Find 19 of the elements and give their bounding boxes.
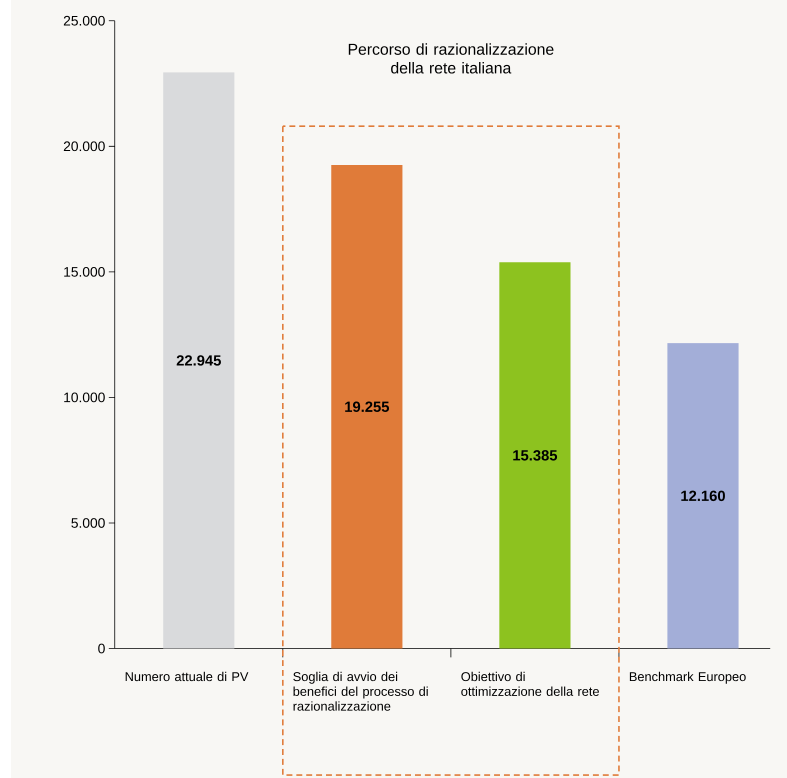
data-label: 12.160 (681, 490, 725, 502)
y-tick-label: 5.000 (71, 518, 105, 528)
y-tick-label: 15.000 (64, 266, 105, 277)
y-tick-label: 10.000 (64, 392, 105, 402)
bar (667, 343, 739, 649)
bar (331, 164, 402, 649)
x-tick-label: Soglia di avvio dei benefici del processo di razionalizzazione (293, 672, 428, 711)
x-tick-label: Numero attuale di PV (126, 672, 248, 682)
bar (163, 72, 234, 649)
y-tick-label: 20.000 (64, 141, 105, 152)
annotation: Percorso di razionalizzazione della rete italiana (348, 43, 554, 74)
y-tick-label: 25.000 (64, 16, 105, 26)
bar (499, 262, 571, 649)
data-label: 22.945 (176, 355, 221, 366)
data-label: 19.255 (345, 402, 390, 412)
data-label: 15.385 (513, 450, 558, 461)
y-tick-label: 0 (98, 644, 105, 654)
x-tick-label: Benchmark Europeo (630, 672, 746, 684)
x-tick-label: Obiettivo di ottimizzazione della rete (461, 672, 599, 696)
